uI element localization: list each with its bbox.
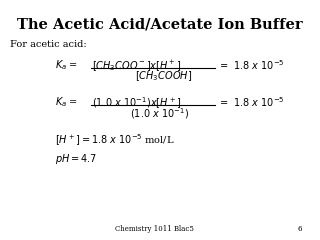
Text: $[H^+] = 1.8 \ x \ 10^{-5}$ mol/L: $[H^+] = 1.8 \ x \ 10^{-5}$ mol/L [55,132,175,148]
Text: $pH = 4.7$: $pH = 4.7$ [55,152,96,166]
Text: $(1.0 \ x \ 10^{-1})x[H^+]$: $(1.0 \ x \ 10^{-1})x[H^+]$ [92,95,181,111]
Text: 6: 6 [298,225,302,233]
Text: $= \ 1.8 \ x \ 10^{-5}$: $= \ 1.8 \ x \ 10^{-5}$ [218,58,284,72]
Text: $= \ 1.8 \ x \ 10^{-5}$: $= \ 1.8 \ x \ 10^{-5}$ [218,95,284,109]
Text: $K_a$ =: $K_a$ = [55,58,79,72]
Text: $(1.0 \ x \ 10^{-1})$: $(1.0 \ x \ 10^{-1})$ [130,106,189,121]
Text: Chemistry 1011 Blac5: Chemistry 1011 Blac5 [115,225,194,233]
Text: $K_a$ =: $K_a$ = [55,95,79,109]
Text: $[CH_3COOH]$: $[CH_3COOH]$ [135,69,192,83]
Text: The Acetic Acid/Acetate Ion Buffer: The Acetic Acid/Acetate Ion Buffer [17,18,303,32]
Text: For acetic acid:: For acetic acid: [10,40,87,49]
Text: $[CH_3COO^-]x[H^+]$: $[CH_3COO^-]x[H^+]$ [92,58,181,73]
